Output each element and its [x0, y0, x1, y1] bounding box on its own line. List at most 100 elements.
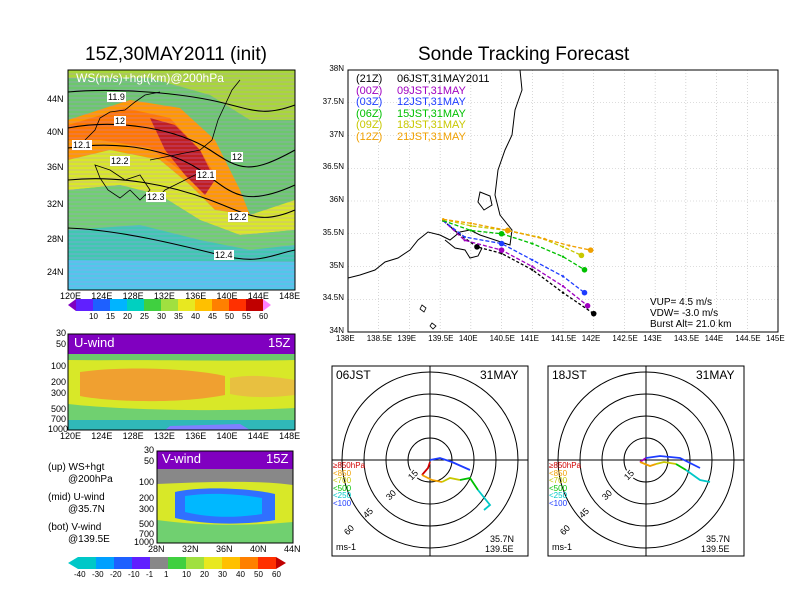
note-bot-1: (bot) V-wind [48, 522, 102, 533]
u-pressure-tick: 700 [50, 414, 66, 424]
v-pressure-tick: 200 [138, 493, 154, 503]
hodo1-unit: ms-1 [336, 542, 356, 552]
hodograph-legend-item: ≥850hPa [333, 461, 365, 470]
hodograph-trace [685, 469, 711, 483]
v-colorbar-tick: 20 [200, 570, 209, 579]
map-colorbar-tick: 45 [208, 312, 217, 321]
v-colorbar-tick: 10 [182, 570, 191, 579]
hodograph-trace [639, 461, 657, 467]
v-lat-tick: 28N [148, 544, 165, 554]
track-point [578, 252, 585, 259]
hodograph-legend-item: <250 [333, 491, 352, 500]
map-lon-tick: 144E [247, 291, 269, 301]
hodo1-lat: 35.7N [490, 534, 515, 544]
hodo1-lon: 139.5E [485, 544, 514, 554]
track-legend-utc: (03Z) [356, 96, 383, 108]
hodo2-date: 31MAY [696, 368, 735, 382]
map-colorbar-tick: 15 [106, 312, 115, 321]
track-legend-utc: (06Z) [356, 107, 383, 120]
map-colorbar-tick: 25 [140, 312, 149, 321]
map-colorbar-tick: 50 [225, 312, 234, 321]
v-colorbar-tick: -10 [128, 570, 140, 579]
v-colorbar-tick: 50 [254, 570, 263, 579]
track-series-line [442, 220, 585, 271]
u-pressure-tick: 100 [50, 361, 66, 371]
param-burst: Burst Alt= 21.0 km [650, 319, 732, 330]
v-colorbar-tick: 1 [164, 570, 169, 579]
hodograph-legend-item: ≥850hPa [549, 461, 581, 470]
v-lat-tick: 32N [182, 544, 199, 554]
v-pressure-tick: 1000 [133, 537, 154, 547]
track-point [587, 247, 594, 253]
hodograph-trace [639, 457, 647, 463]
track-lat-tick: 34N [329, 326, 344, 335]
u-lon-tick: 128E [122, 431, 144, 441]
track-point [584, 303, 591, 309]
hodograph-06jst [331, 365, 529, 557]
track-point [498, 230, 505, 237]
track-lat-tick: 36.5N [322, 162, 344, 172]
track-lon-tick: 142.5E [612, 334, 638, 343]
track-lat-tick: 37N [329, 129, 344, 139]
hodograph-legend-item: <500 [549, 483, 568, 493]
map-panel-label: WS(m/s)+hgt(km)@200hPa [76, 71, 224, 85]
u-lon-tick: 144E [247, 431, 269, 441]
u-wind-panel [67, 333, 296, 431]
track-legend-utc: (09Z) [356, 119, 383, 131]
note-bot-2: @139.5E [68, 534, 110, 545]
map-colorbar-tick: 10 [89, 312, 98, 321]
track-lon-tick: 141E [520, 334, 539, 343]
v-pressure-tick: 700 [138, 529, 154, 539]
v-pressure-tick: 100 [138, 477, 154, 487]
map-lon-tick: 124E [91, 291, 113, 301]
hodograph-trace [421, 474, 443, 483]
map-lon-tick: 148E [279, 291, 301, 301]
u-lon-tick: 124E [91, 431, 113, 441]
map-contour-label: 12.2 [228, 212, 248, 222]
track-point [463, 239, 466, 242]
map-colorbar-tick: 20 [123, 312, 132, 321]
track-series-line [442, 220, 588, 307]
hodograph-trace [441, 477, 461, 483]
track-point [567, 244, 571, 247]
right-title: Sonde Tracking Forecast [418, 44, 630, 65]
track-lon-tick: 138.5E [366, 334, 393, 343]
v-lat-tick: 36N [216, 544, 233, 554]
track-point [561, 245, 565, 249]
map-lon-tick: 132E [153, 291, 175, 301]
param-vup: VUP= 4.5 m/s [650, 297, 712, 308]
v-colorbar-tick: 30 [218, 570, 227, 579]
v-colorbar-tick: -1 [146, 570, 154, 579]
param-vdw: VDW= -3.0 m/s [650, 308, 719, 319]
track-lon-tick: 142E [581, 334, 601, 343]
hodo1-date: 31MAY [480, 368, 519, 382]
track-point [531, 242, 534, 245]
hodo1-time: 06JST [336, 368, 371, 382]
track-lat-tick: 34.5N [322, 293, 344, 303]
hodo2-lat: 35.7N [706, 534, 731, 544]
track-point [561, 275, 565, 278]
track-lat-tick: 38N [329, 64, 344, 73]
track-legend-jst: 09JST,31MAY [397, 84, 466, 97]
u-pressure-tick: 300 [50, 388, 66, 398]
track-lon-tick: 140E [458, 334, 478, 343]
track-legend-jst: 06JST,31MAY2011 [397, 73, 490, 85]
map-colorbar-tick: 60 [259, 312, 268, 321]
map-lat-tick: 44N [47, 94, 64, 104]
hodograph-trace [421, 461, 431, 476]
map-contour-label: 11.9 [107, 92, 126, 102]
note-mid-1: (mid) U-wind [48, 492, 105, 503]
hodograph-trace [477, 489, 492, 511]
hodo2-unit: ms-1 [552, 542, 572, 552]
track-point [463, 235, 466, 239]
u-lon-tick: 120E [60, 431, 82, 441]
track-lon-tick: 140.5E [489, 334, 515, 343]
map-lat-tick: 36N [47, 162, 64, 172]
hodograph-18jst [547, 365, 745, 557]
map-lon-tick: 136E [185, 291, 207, 301]
hodograph-legend-item: <500 [333, 483, 352, 493]
u-pressure-tick: 1000 [48, 424, 69, 434]
note-up-2: @200hPa [68, 474, 113, 485]
v-wind-panel [156, 450, 294, 544]
track-legend-jst: 15JST,31MAY [397, 107, 466, 120]
